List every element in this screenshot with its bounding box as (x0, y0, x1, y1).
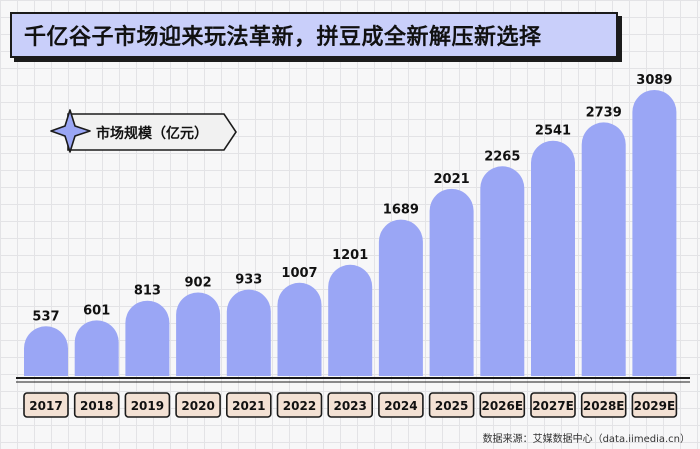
category-label-2020: 2020 (181, 399, 214, 413)
bar-2021 (226, 289, 271, 376)
bar-2024 (378, 219, 423, 376)
category-badge-2022 (276, 392, 323, 418)
bar-2025 (429, 188, 474, 376)
value-label-2017: 537 (32, 309, 59, 324)
legend-tag: 市场规模（亿元） (50, 109, 237, 153)
category-badge-2028E (580, 392, 627, 418)
category-label-2026E: 2026E (481, 399, 523, 413)
bars-layer (24, 90, 677, 376)
category-badge-2024 (378, 392, 424, 418)
category-badge-2023 (327, 392, 374, 418)
value-label-2029E: 3089 (636, 73, 672, 88)
bar-2018 (74, 320, 119, 376)
legend-label: 市场规模（亿元） (96, 125, 208, 142)
value-label-2026E: 2265 (484, 149, 520, 164)
category-label-2022: 2022 (283, 399, 316, 413)
category-label-2017: 2017 (29, 399, 62, 413)
bar-2020 (176, 292, 221, 376)
value-label-2021: 933 (235, 273, 262, 288)
bar-2017 (24, 326, 68, 376)
category-badge-2020 (175, 392, 221, 418)
value-label-2023: 1201 (332, 248, 368, 263)
bar-2028E (581, 122, 626, 376)
value-label-2028E: 2739 (586, 105, 622, 120)
chart-title: 千亿谷子市场迎来玩法革新，拼豆成全新解压新选择 (24, 25, 542, 50)
category-badge-2017 (23, 392, 69, 418)
category-badge-2027E (530, 392, 576, 418)
star-icon (50, 109, 91, 153)
category-badge-2019 (124, 392, 171, 418)
category-badge-2021 (226, 392, 272, 418)
category-badge-2025 (428, 392, 475, 418)
value-label-2024: 1689 (383, 203, 419, 218)
value-label-2018: 601 (83, 303, 110, 318)
source-note: 数据来源：艾媒数据中心（data.iimedia.cn） (482, 434, 690, 445)
bar-2022 (277, 282, 322, 376)
bar-2019 (125, 300, 170, 376)
title-banner: 千亿谷子市场迎来玩法革新，拼豆成全新解压新选择 (10, 12, 618, 58)
category-badge-2026E (479, 392, 526, 418)
category-label-2021: 2021 (232, 399, 265, 413)
bar-2023 (328, 264, 373, 376)
bar-2026E (480, 166, 525, 376)
category-badge-2018 (73, 392, 120, 418)
category-badges-layer: 2017 2018 2019 2020 2021 2022 2023 2024 2025 2026… (23, 392, 678, 418)
category-label-2024: 2024 (384, 399, 417, 413)
bar-2029E (632, 90, 677, 376)
category-label-2023: 2023 (333, 399, 366, 413)
category-label-2027E: 2027E (532, 399, 574, 413)
category-label-2028E: 2028E (583, 399, 625, 413)
value-labels-layer: 537 601 813 902 933 1007 1201 1689 2021 2265 2541 2… (32, 73, 672, 324)
value-label-2025: 2021 (434, 172, 470, 187)
category-label-2019: 2019 (131, 399, 164, 413)
value-label-2020: 902 (185, 275, 212, 290)
category-badge-2029E (631, 392, 678, 418)
category-label-2029E: 2029E (634, 399, 676, 413)
value-label-2027E: 2541 (535, 124, 571, 139)
value-label-2019: 813 (134, 284, 161, 299)
value-label-2022: 1007 (281, 266, 317, 281)
bar-2027E (531, 140, 575, 376)
category-label-2018: 2018 (80, 399, 113, 413)
category-label-2025: 2025 (435, 399, 468, 413)
